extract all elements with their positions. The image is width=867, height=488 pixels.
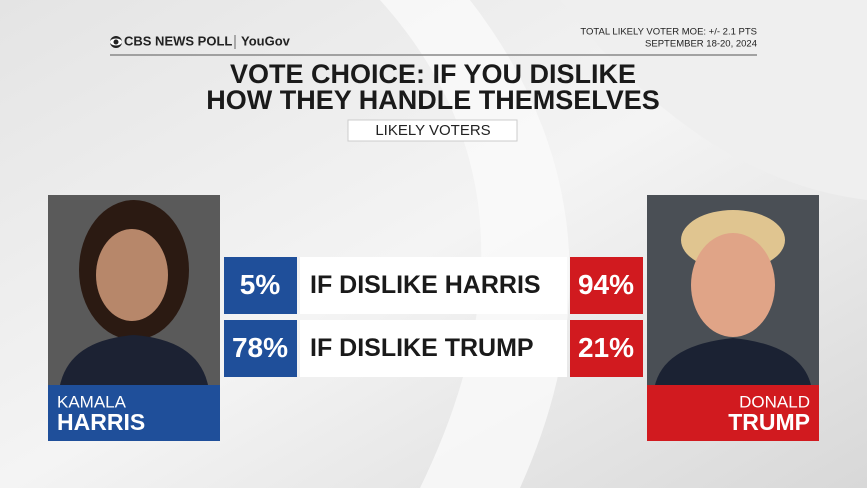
harris-value: 78% [232,332,288,363]
photo-face [691,233,775,337]
name-box [48,385,220,441]
label-cell [300,257,567,314]
partner: YouGov [241,33,291,48]
photo-body [60,335,208,385]
swoosh [560,0,867,200]
subtitle: LIKELY VOTERS [375,122,490,139]
last-name: TRUMP [728,409,810,435]
harris-cell [224,257,297,314]
photo-face [96,229,168,321]
row-label: IF DISLIKE HARRIS [310,271,541,299]
logo: CBS NEWS POLL [124,33,232,48]
cbs-eye [110,36,122,48]
trump-value: 21% [578,332,634,363]
last-name: HARRIS [57,409,145,435]
harris-value: 5% [240,269,281,300]
trump-cell [570,320,643,377]
table: 5% IF DISLIKE HARRIS 94% 78% IF DISLIKE TRUM… [224,257,643,377]
title-line: VOTE CHOICE: IF YOU DISLIKE [230,59,636,89]
trump-value: 94% [578,269,634,300]
row-label: IF DISLIKE TRUMP [310,334,534,362]
moe: TOTAL LIKELY VOTER MOE: +/- 2.1 PTS [580,27,757,38]
first-name: KAMALA [57,392,127,411]
title-line: HOW THEY HANDLE THEMSELVES [206,85,660,115]
first-name: DONALD [739,392,810,411]
harris-cell [224,320,297,377]
trump-cell [570,257,643,314]
subtitle-box [347,119,518,142]
name-box [647,385,819,441]
photo-body [655,338,811,385]
date: SEPTEMBER 18-20, 2024 [645,39,757,50]
label-cell [300,320,567,377]
